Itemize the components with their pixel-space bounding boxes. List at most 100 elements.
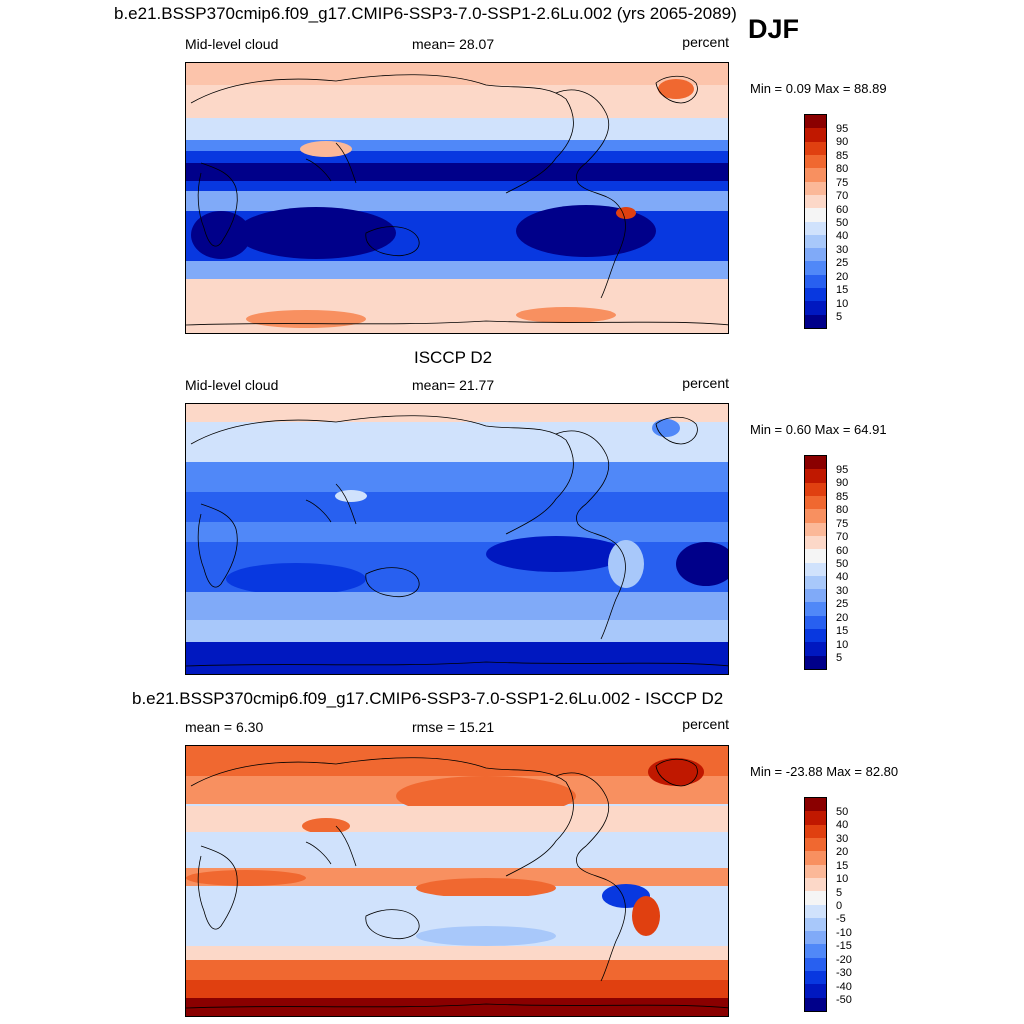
panel1-colorbar-tick: 15 xyxy=(836,284,849,296)
panel3-colorbar-tick: -15 xyxy=(836,940,852,952)
panel1-map xyxy=(185,62,729,334)
panel2-colorbar-tick: 75 xyxy=(836,518,849,530)
panel1-colorbar-tick: 75 xyxy=(836,177,849,189)
panel3-colorbar-tick: 50 xyxy=(836,806,849,818)
panel1-title: b.e21.BSSP370cmip6.f09_g17.CMIP6-SSP3-7.… xyxy=(114,4,737,23)
panel2-colorbar-swatch xyxy=(805,535,826,550)
panel2-colorbar-swatch xyxy=(805,549,826,563)
panel2-colorbar-tick: 5 xyxy=(836,652,843,664)
panel3-colorbar-tick: -40 xyxy=(836,981,852,993)
panel1-colorbar-tick: 50 xyxy=(836,217,849,229)
panel1-left-label: Mid-level cloud xyxy=(185,36,279,52)
panel1-colorbar-tick: 30 xyxy=(836,244,849,256)
panel3-colorbar-swatch xyxy=(805,824,826,838)
panel1-colorbar-tick: 90 xyxy=(836,136,849,148)
panel2-colorbar-tick: 60 xyxy=(836,545,849,557)
panel1-colorbar-tick: 10 xyxy=(836,298,849,310)
panel3-colorbar-swatch xyxy=(805,798,826,812)
panel1-mean-label: mean= 28.07 xyxy=(412,36,495,52)
panel2-colorbar-tick: 80 xyxy=(836,504,849,516)
panel1-colorbar-tick: 95 xyxy=(836,123,849,135)
panel2-colorbar-tick: 15 xyxy=(836,625,849,637)
panel2-colorbar-tick: 20 xyxy=(836,612,849,624)
panel1-colorbar-tick: 20 xyxy=(836,271,849,283)
panel2-colorbar-swatch xyxy=(805,575,826,590)
panel1-colorbar-swatch xyxy=(805,181,826,195)
panel1-colorbar-swatch xyxy=(805,208,826,222)
panel3-colorbar-tick: -50 xyxy=(836,994,852,1006)
panel2-colorbar-tick: 90 xyxy=(836,477,849,489)
panel3-mean-label: mean = 6.30 xyxy=(185,719,264,735)
panel1-colorbar-swatch xyxy=(805,288,826,302)
panel3-colorbar-tick: 40 xyxy=(836,819,849,831)
panel3-colorbar-swatch xyxy=(805,957,826,972)
panel3-colorbar-swatch xyxy=(805,971,826,985)
panel2-colorbar-swatch xyxy=(805,495,826,510)
panel3-colorbar-swatch xyxy=(805,891,826,905)
panel2-colorbar xyxy=(804,455,827,670)
panel2-mean-label: mean= 21.77 xyxy=(412,377,495,393)
panel1-colorbar-swatch xyxy=(805,194,826,209)
panel2-left-label: Mid-level cloud xyxy=(185,377,279,393)
panel2-colorbar-swatch xyxy=(805,615,826,630)
panel2-colorbar-tick: 95 xyxy=(836,464,849,476)
panel1-colorbar-tick: 70 xyxy=(836,190,849,202)
panel2-colorbar-tick: 30 xyxy=(836,585,849,597)
panel2-colorbar-swatch xyxy=(805,456,826,470)
panel2-colorbar-swatch xyxy=(805,469,826,483)
panel3-colorbar-tick: -10 xyxy=(836,927,852,939)
panel1-colorbar-tick: 60 xyxy=(836,204,849,216)
panel3-colorbar-swatch xyxy=(805,877,826,892)
panel1-colorbar-swatch xyxy=(805,115,826,129)
panel3-colorbar-swatch xyxy=(805,837,826,852)
panel1-colorbar-swatch xyxy=(805,314,826,328)
panel2-colorbar-swatch xyxy=(805,642,826,656)
panel2-colorbar-swatch xyxy=(805,655,826,669)
panel2-colorbar-tick: 50 xyxy=(836,558,849,570)
panel2-colorbar-swatch xyxy=(805,522,826,536)
panel3-colorbar xyxy=(804,797,827,1012)
panel2-colorbar-tick: 25 xyxy=(836,598,849,610)
panel1-colorbar-tick: 25 xyxy=(836,257,849,269)
panel3-colorbar-swatch xyxy=(805,997,826,1011)
panel3-units-label: percent xyxy=(682,716,729,732)
panel3-colorbar-tick: 20 xyxy=(836,846,849,858)
panel1-colorbar xyxy=(804,114,827,329)
panel3-title: b.e21.BSSP370cmip6.f09_g17.CMIP6-SSP3-7.… xyxy=(132,689,724,708)
panel1-colorbar-swatch xyxy=(805,261,826,275)
panel1-colorbar-swatch xyxy=(805,301,826,315)
panel2-colorbar-swatch xyxy=(805,562,826,576)
panel2-colorbar-tick: 40 xyxy=(836,571,849,583)
panel3-colorbar-tick: -5 xyxy=(836,913,846,925)
panel1-colorbar-swatch xyxy=(805,234,826,249)
season-label: DJF xyxy=(748,14,800,44)
panel2-colorbar-tick: 10 xyxy=(836,639,849,651)
panel3-colorbar-tick: -20 xyxy=(836,954,852,966)
panel2-minmax: Min = 0.60 Max = 64.91 xyxy=(750,422,887,437)
panel1-colorbar-tick: 85 xyxy=(836,150,849,162)
panel3-colorbar-swatch xyxy=(805,944,826,958)
panel3-colorbar-swatch xyxy=(805,851,826,865)
panel3-colorbar-tick: 0 xyxy=(836,900,843,912)
panel2-colorbar-tick: 70 xyxy=(836,531,849,543)
panel1-minmax: Min = 0.09 Max = 88.89 xyxy=(750,81,887,96)
panel3-colorbar-swatch xyxy=(805,917,826,932)
panel3-colorbar-tick: 10 xyxy=(836,873,849,885)
panel3-colorbar-swatch xyxy=(805,904,826,918)
panel3-map xyxy=(185,745,729,1017)
panel3-coastlines xyxy=(186,757,728,1009)
panel2-title: ISCCP D2 xyxy=(414,348,493,367)
panel3-rmse-label: rmse = 15.21 xyxy=(412,719,495,735)
panel3-colorbar-tick: 30 xyxy=(836,833,849,845)
panel3-colorbar-swatch xyxy=(805,984,826,998)
panel1-units-label: percent xyxy=(682,34,729,50)
panel1-colorbar-swatch xyxy=(805,128,826,142)
panel2-map xyxy=(185,403,729,675)
panel1-colorbar-swatch xyxy=(805,221,826,235)
panel2-colorbar-swatch xyxy=(805,629,826,643)
panel3-colorbar-tick: 5 xyxy=(836,887,843,899)
panel1-colorbar-swatch xyxy=(805,141,826,155)
panel2-colorbar-swatch xyxy=(805,482,826,496)
panel3-colorbar-tick: -30 xyxy=(836,967,852,979)
panel3-minmax: Min = -23.88 Max = 82.80 xyxy=(750,764,899,779)
